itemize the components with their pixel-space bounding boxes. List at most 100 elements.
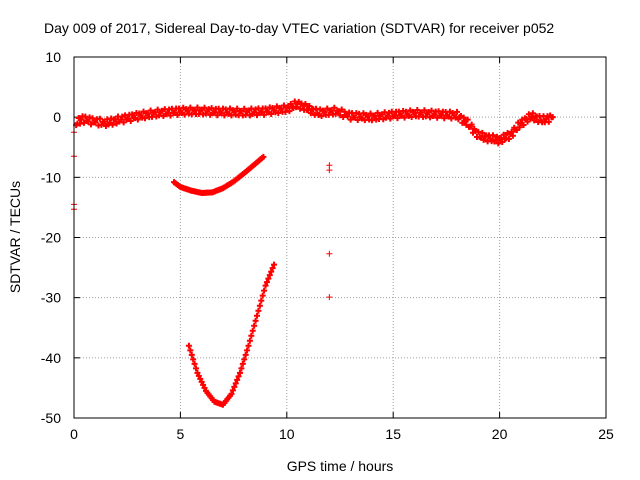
data-point — [293, 104, 300, 111]
data-point — [228, 390, 235, 397]
data-point — [500, 131, 507, 138]
data-point — [127, 117, 134, 124]
data-point — [428, 107, 435, 114]
data-point — [201, 384, 208, 391]
data-point — [261, 111, 268, 118]
data-point — [306, 103, 313, 110]
x-tick-label: 0 — [70, 426, 78, 442]
data-point — [258, 297, 265, 304]
plot-frame — [73, 56, 607, 419]
data-point — [185, 342, 192, 349]
data-point — [236, 369, 243, 376]
data-point — [242, 351, 249, 358]
data-point — [268, 111, 275, 118]
data-point — [531, 117, 538, 124]
data-point — [109, 121, 116, 128]
data-point — [211, 109, 218, 116]
data-point — [259, 292, 266, 299]
chart-title: Day 009 of 2017, Sidereal Day-to-day VTE… — [44, 20, 554, 36]
data-point — [248, 332, 255, 339]
data-point — [92, 119, 99, 126]
data-point — [187, 347, 194, 354]
data-point — [244, 347, 251, 354]
data-point — [254, 312, 261, 319]
data-point — [454, 108, 461, 115]
data-point — [354, 116, 361, 123]
data-point — [468, 121, 475, 128]
data-points — [71, 98, 556, 408]
data-point — [195, 372, 202, 379]
data-point — [144, 110, 151, 117]
x-tick-label: 15 — [385, 426, 401, 442]
data-point — [401, 114, 408, 121]
y-tick-label: -50 — [41, 410, 61, 426]
y-tick-label: -10 — [41, 169, 61, 185]
data-point — [251, 322, 258, 329]
data-point — [245, 342, 252, 349]
y-axis-label: SDTVAR / TECUs — [7, 181, 23, 293]
data-point — [524, 118, 531, 125]
data-point — [201, 104, 208, 111]
data-point — [549, 114, 556, 121]
data-point — [464, 116, 471, 123]
data-point — [344, 113, 351, 120]
data-point — [516, 124, 523, 131]
data-point — [269, 265, 276, 272]
data-point — [260, 153, 267, 160]
data-point — [509, 132, 516, 139]
data-point — [326, 167, 333, 174]
data-point — [265, 275, 272, 282]
data-point — [239, 360, 246, 367]
data-point — [249, 327, 256, 334]
data-point — [188, 351, 195, 358]
data-point — [271, 261, 278, 268]
data-point — [529, 110, 536, 117]
y-tick-label: -20 — [41, 230, 61, 246]
data-point — [174, 111, 181, 118]
data-point — [326, 294, 333, 301]
data-point — [495, 140, 502, 147]
data-point — [141, 115, 148, 122]
data-point — [78, 116, 85, 123]
data-point — [262, 282, 269, 289]
data-point — [134, 116, 141, 123]
data-point — [275, 110, 282, 117]
data-point — [286, 108, 293, 115]
data-point — [266, 272, 273, 279]
data-point — [252, 317, 259, 324]
data-point — [238, 365, 245, 372]
data-point — [231, 108, 238, 115]
data-point — [229, 387, 236, 394]
x-tick-label: 20 — [492, 426, 508, 442]
y-tick-label: 10 — [45, 49, 61, 65]
x-tick-label: 10 — [279, 426, 295, 442]
data-point — [200, 381, 207, 388]
data-point — [235, 373, 242, 380]
data-point — [181, 111, 188, 118]
data-point — [193, 365, 200, 372]
data-point — [268, 268, 275, 275]
data-point — [326, 250, 333, 257]
y-tick-label: -40 — [41, 350, 61, 366]
data-point — [198, 378, 205, 385]
data-point — [232, 380, 239, 387]
data-point — [129, 111, 136, 118]
data-point — [231, 383, 238, 390]
x-axis-label: GPS time / hours — [287, 458, 394, 474]
data-point — [197, 375, 204, 382]
data-point — [278, 105, 285, 112]
data-point — [246, 337, 253, 344]
y-tick-label: -30 — [41, 290, 61, 306]
data-point — [263, 279, 270, 286]
data-point — [256, 302, 263, 309]
data-point — [479, 129, 486, 136]
data-point — [505, 136, 512, 143]
data-point — [489, 132, 496, 139]
data-point — [480, 136, 487, 143]
data-point — [241, 356, 248, 363]
data-point — [508, 128, 515, 135]
data-point — [194, 369, 201, 376]
data-point — [190, 356, 197, 363]
data-point — [255, 307, 262, 314]
